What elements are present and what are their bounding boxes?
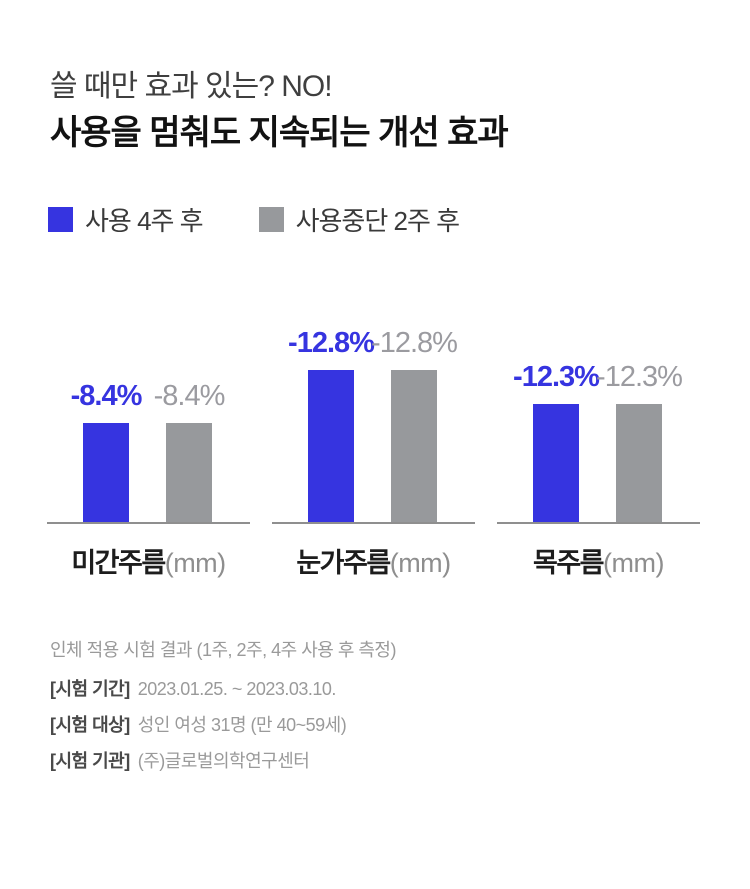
bar-after-stop (391, 370, 437, 522)
bar-after-stop (166, 423, 212, 522)
value-label-after-stop: -12.3% (596, 361, 683, 393)
value-label-in-use: -12.3% (513, 361, 600, 393)
chart-group-1: -8.4% -8.4% 미간주름(mm) (47, 330, 250, 580)
category-unit: (mm) (389, 548, 451, 578)
detail-value-subjects: 성인 여성 31명 (만 40~59세) (137, 715, 347, 735)
bar-in-use (83, 423, 129, 522)
detail-value-period: 2023.01.25. ~ 2023.03.10. (137, 679, 337, 699)
page-title: 사용을 멈춰도 지속되는 개선 효과 (50, 113, 509, 152)
category-label: 눈가주름(mm) (272, 541, 475, 580)
legend-label-after-stop: 사용중단 2주 후 (295, 206, 460, 236)
chart-group-2: -12.8% -12.8% 눈가주름(mm) (272, 327, 475, 580)
trial-detail-institution: [시험 기관] (주)글로벌의학연구센터 (50, 747, 396, 773)
category-unit: (mm) (164, 548, 226, 578)
plot-area: -12.3% -12.3% (497, 330, 700, 524)
plot-area: -8.4% -8.4% (47, 330, 250, 524)
trial-footnote: 인체 적용 시험 결과 (1주, 2주, 4주 사용 후 측정) (50, 640, 397, 660)
category-name: 미간주름 (71, 548, 166, 578)
detail-label-subjects: [시험 대상] (50, 715, 130, 735)
legend-swatch-blue (48, 207, 73, 232)
category-unit: (mm) (603, 548, 664, 578)
chart-group-3: -12.3% -12.3% 목주름(mm) (497, 330, 700, 580)
page-subtitle: 쓸 때만 효과 있는? NO! (50, 70, 333, 103)
legend-swatch-gray (258, 207, 284, 232)
detail-label-period: [시험 기간] (50, 679, 130, 699)
bar-in-use (308, 370, 354, 522)
legend-item-in-use: 사용 4주 후 (48, 201, 204, 238)
category-name: 목주름 (533, 548, 605, 578)
detail-label-institution: [시험 기관] (50, 751, 130, 771)
page-header: 쓸 때만 효과 있는? NO! 사용을 멈춰도 지속되는 개선 효과 (50, 70, 509, 153)
category-name: 눈가주름 (296, 548, 391, 578)
value-label-after-stop: -8.4% (153, 380, 226, 412)
legend-item-after-stop: 사용중단 2주 후 (258, 201, 460, 238)
legend-label-in-use: 사용 4주 후 (85, 206, 204, 236)
bar-chart: -8.4% -8.4% 미간주름(mm) -12.8% -12.8% 눈가주름(mm) -1… (0, 327, 750, 590)
plot-area: -12.8% -12.8% (272, 327, 475, 524)
category-label: 미간주름(mm) (47, 541, 250, 580)
category-label: 목주름(mm) (497, 541, 700, 580)
trial-detail-period: [시험 기간] 2023.01.25. ~ 2023.03.10. (50, 675, 396, 701)
bar-in-use (533, 404, 579, 522)
value-label-in-use: -8.4% (70, 380, 143, 412)
trial-detail-subjects: [시험 대상] 성인 여성 31명 (만 40~59세) (50, 711, 396, 737)
detail-value-institution: (주)글로벌의학연구센터 (137, 751, 310, 771)
chart-legend: 사용 4주 후 사용중단 2주 후 (48, 201, 460, 238)
value-label-in-use: -12.8% (288, 327, 375, 359)
trial-info-footer: 인체 적용 시험 결과 (1주, 2주, 4주 사용 후 측정) [시험 기간]… (50, 636, 397, 783)
value-label-after-stop: -12.8% (371, 327, 458, 359)
bar-after-stop (616, 404, 662, 522)
